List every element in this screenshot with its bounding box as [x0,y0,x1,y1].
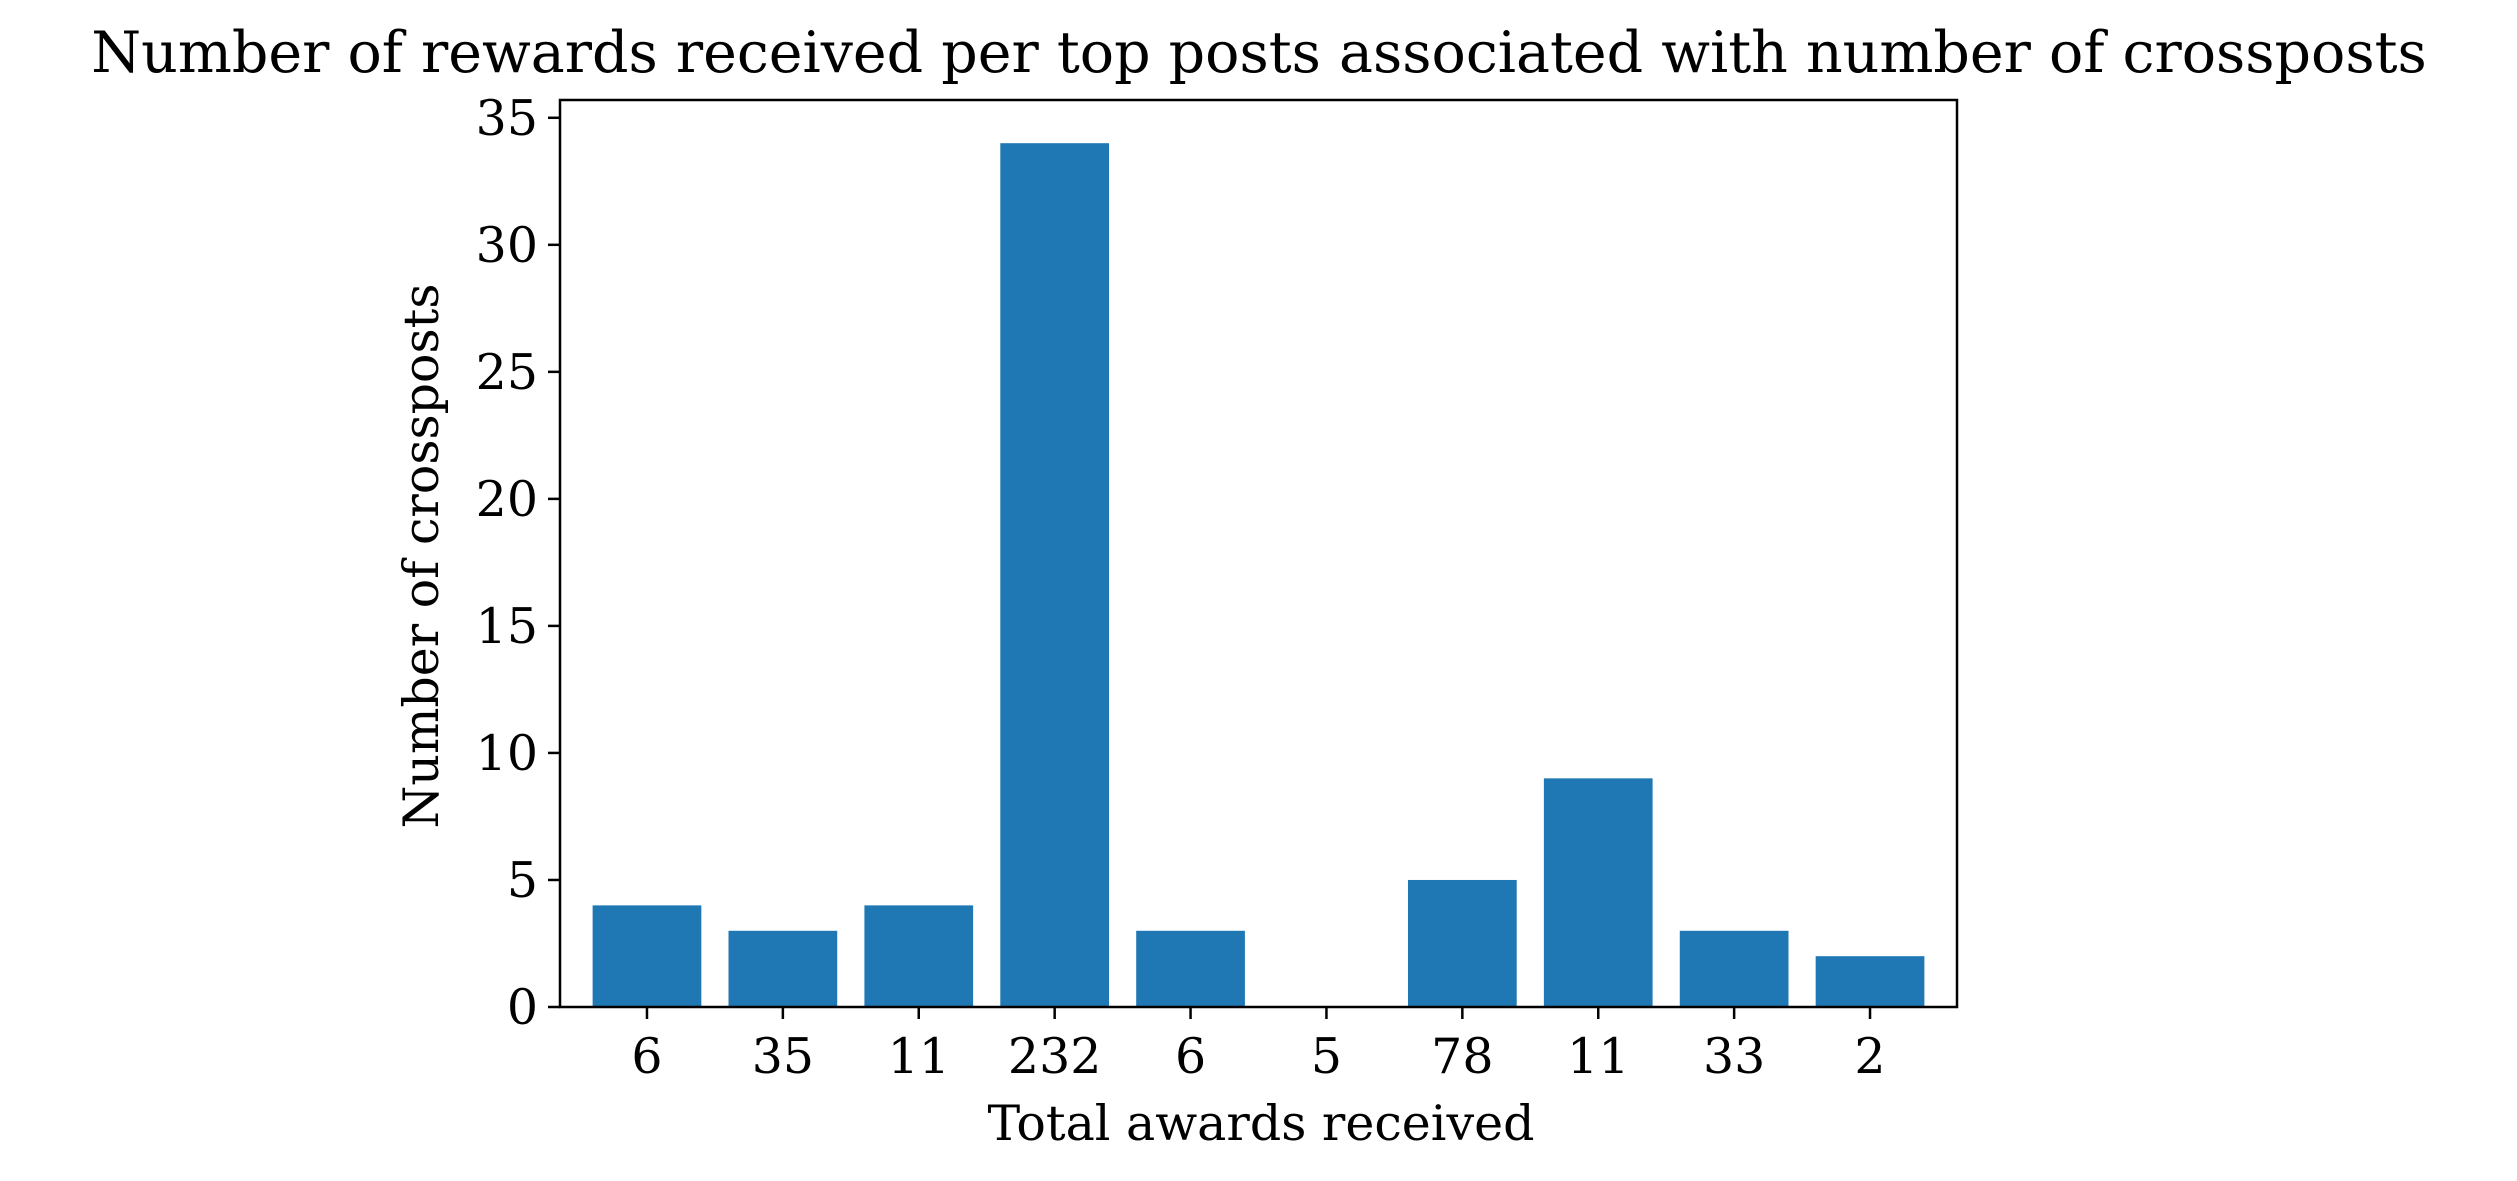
x-tick-label: 11 [1567,1028,1629,1085]
y-tick-label: 20 [476,471,538,528]
y-tick-label: 30 [476,217,538,274]
bar [1543,778,1653,1007]
bar [1815,956,1925,1007]
bars-layer [592,143,1925,1007]
x-tick-label: 33 [1703,1028,1765,1085]
y-axis-label: Number of crossposts [393,284,450,829]
x-tick-label: 5 [1311,1028,1342,1085]
y-tick-label: 10 [476,725,538,782]
x-tick-label: 11 [888,1028,950,1085]
x-axis-label: Total awards received [988,1095,1535,1152]
y-tick-label: 0 [507,979,538,1036]
bar [1000,143,1110,1007]
y-tick-label: 15 [476,598,538,655]
x-tick-label: 35 [752,1028,814,1085]
bar [728,930,838,1007]
x-tick-label: 2 [1854,1028,1885,1085]
y-tick-label: 5 [507,852,538,909]
chart-title: Number of rewards received per top posts… [91,20,2427,86]
y-tick-label: 35 [476,90,538,147]
bar [864,905,974,1007]
x-tick-label: 6 [1175,1028,1206,1085]
x-tick-label: 6 [631,1028,662,1085]
x-axis-ticks: 6 35 11 232 6 5 78 11 33 2 [631,1007,1886,1085]
y-tick-label: 25 [476,344,538,401]
y-axis-ticks: 0 5 10 15 20 25 30 35 [476,90,560,1036]
plot-frame [558,98,1959,1009]
x-tick-label: 232 [1008,1028,1102,1085]
bar [1407,879,1517,1007]
bar [1679,930,1789,1007]
bar [1136,930,1245,1007]
x-tick-label: 78 [1431,1028,1493,1085]
bar [592,905,702,1007]
